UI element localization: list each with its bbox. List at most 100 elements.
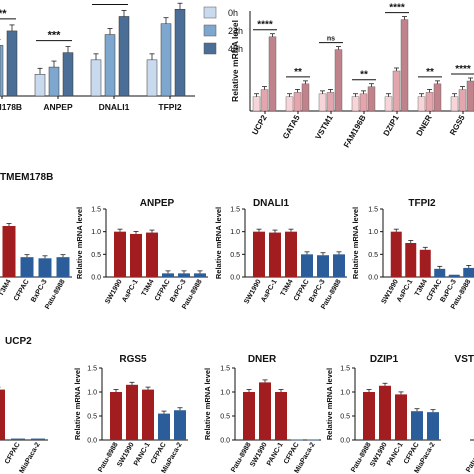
x-tick-label: UCP2 (250, 113, 269, 136)
bar (405, 243, 417, 277)
bar (56, 257, 70, 277)
bar (434, 268, 446, 277)
bar (130, 233, 142, 277)
x-tick-label: FAM196B (342, 113, 368, 149)
x-tick-label: PANC-1 (386, 441, 405, 467)
bar (174, 8, 186, 97)
x-tick-label: VSTM1 (314, 113, 335, 141)
legend-label: 0h (228, 8, 238, 18)
bar (291, 439, 303, 441)
bar (411, 411, 423, 440)
bar (351, 96, 360, 112)
y-tick-label: 0.0 (91, 275, 101, 282)
bar (269, 232, 281, 277)
significance-label: ** (360, 70, 368, 81)
chart-title: DNALI1 (253, 198, 290, 209)
bar (118, 16, 130, 97)
significance-label: **** (101, 0, 119, 5)
bar (450, 96, 459, 112)
y-tick-label: 1.0 (368, 229, 378, 236)
bar (62, 52, 74, 97)
bar (259, 382, 271, 440)
bar (268, 36, 277, 112)
chart-title: TMEM178B (0, 172, 53, 183)
y-axis-label: Relative mRNA level (203, 368, 212, 440)
x-tick-label: Patu-8988 (230, 441, 253, 473)
x-tick-label: TFPI2 (158, 102, 181, 112)
significance-label: *** (48, 30, 62, 42)
panel-top-right: Relative mRNA levelUCP2****GATA5**VSTM1n… (230, 3, 474, 149)
significance-label: **** (0, 8, 7, 20)
bar (400, 19, 409, 112)
bar (48, 66, 60, 97)
x-tick-label: GATA5 (281, 113, 302, 140)
bar (275, 392, 287, 440)
y-tick-label: 0.5 (368, 252, 378, 259)
bar (301, 83, 310, 112)
x-tick-label: Patu-8988 (465, 441, 474, 473)
bar (334, 49, 343, 112)
x-tick-label: DZIP1 (382, 113, 401, 138)
significance-label: **** (455, 64, 471, 75)
significance-label: **** (389, 3, 405, 14)
x-tick-label: ANPEP (43, 102, 73, 112)
bar (110, 392, 122, 440)
y-tick-label: 0.0 (340, 438, 350, 445)
bar (178, 273, 190, 277)
y-tick-label: 0.5 (91, 252, 101, 259)
x-tick-label: T3M4 (0, 278, 13, 297)
bar (359, 93, 368, 112)
bar (162, 273, 174, 277)
y-tick-label: 1.0 (91, 229, 101, 236)
chart-title: RGS5 (119, 354, 147, 365)
bar (458, 89, 467, 112)
panel-dzip1: DZIP1 Relative mRNA level 0.0 0.5 1.0 1.5 Patu… (325, 354, 441, 474)
x-tick-label: PANC-1 (0, 441, 2, 467)
bar (160, 23, 172, 97)
bar (142, 389, 154, 440)
x-tick-label: SW1990 (104, 278, 124, 305)
legend-label: 48h (228, 44, 243, 54)
x-tick-label: T3M4 (141, 278, 156, 297)
bar (293, 92, 302, 112)
y-axis-label: Relative mRNA level (75, 207, 84, 279)
x-tick-label: AsPC-1 (260, 278, 279, 303)
x-tick-label: DNER (415, 113, 434, 137)
bar (6, 30, 18, 97)
chart-title: DNER (248, 354, 277, 365)
y-axis-label: Relative mRNA level (351, 207, 360, 279)
bar (0, 389, 5, 440)
bar (243, 392, 255, 440)
chart-title: VST (455, 354, 474, 365)
y-tick-label: 0.0 (87, 438, 97, 445)
bar (326, 92, 335, 112)
x-tick-label: DNALI1 (99, 102, 130, 112)
bar (31, 438, 45, 440)
chart-title: TFPI2 (408, 198, 436, 209)
bar (419, 249, 431, 277)
bar (463, 267, 474, 277)
y-tick-label: 0.5 (87, 414, 97, 421)
x-tick-label: T3M4 (414, 278, 429, 297)
bar (252, 96, 261, 112)
bar (20, 257, 34, 277)
y-axis-label: Relative mRNA level (230, 20, 240, 102)
y-tick-label: 1.5 (87, 366, 97, 373)
x-tick-label: PANC-1 (133, 441, 152, 467)
x-tick-label: Patu-8988 (97, 441, 120, 473)
bar (90, 59, 102, 97)
bar (425, 92, 434, 112)
x-tick-label: MEM178B (0, 102, 22, 112)
bar (194, 273, 206, 277)
bar (285, 96, 294, 112)
chart-title: DZIP1 (370, 354, 399, 365)
y-tick-label: 1.0 (340, 390, 350, 397)
bar (114, 231, 126, 277)
y-tick-label: 1.0 (220, 390, 230, 397)
x-tick-label: MiaPaca-2 (19, 441, 42, 474)
bar (363, 392, 375, 440)
bar (126, 384, 138, 440)
